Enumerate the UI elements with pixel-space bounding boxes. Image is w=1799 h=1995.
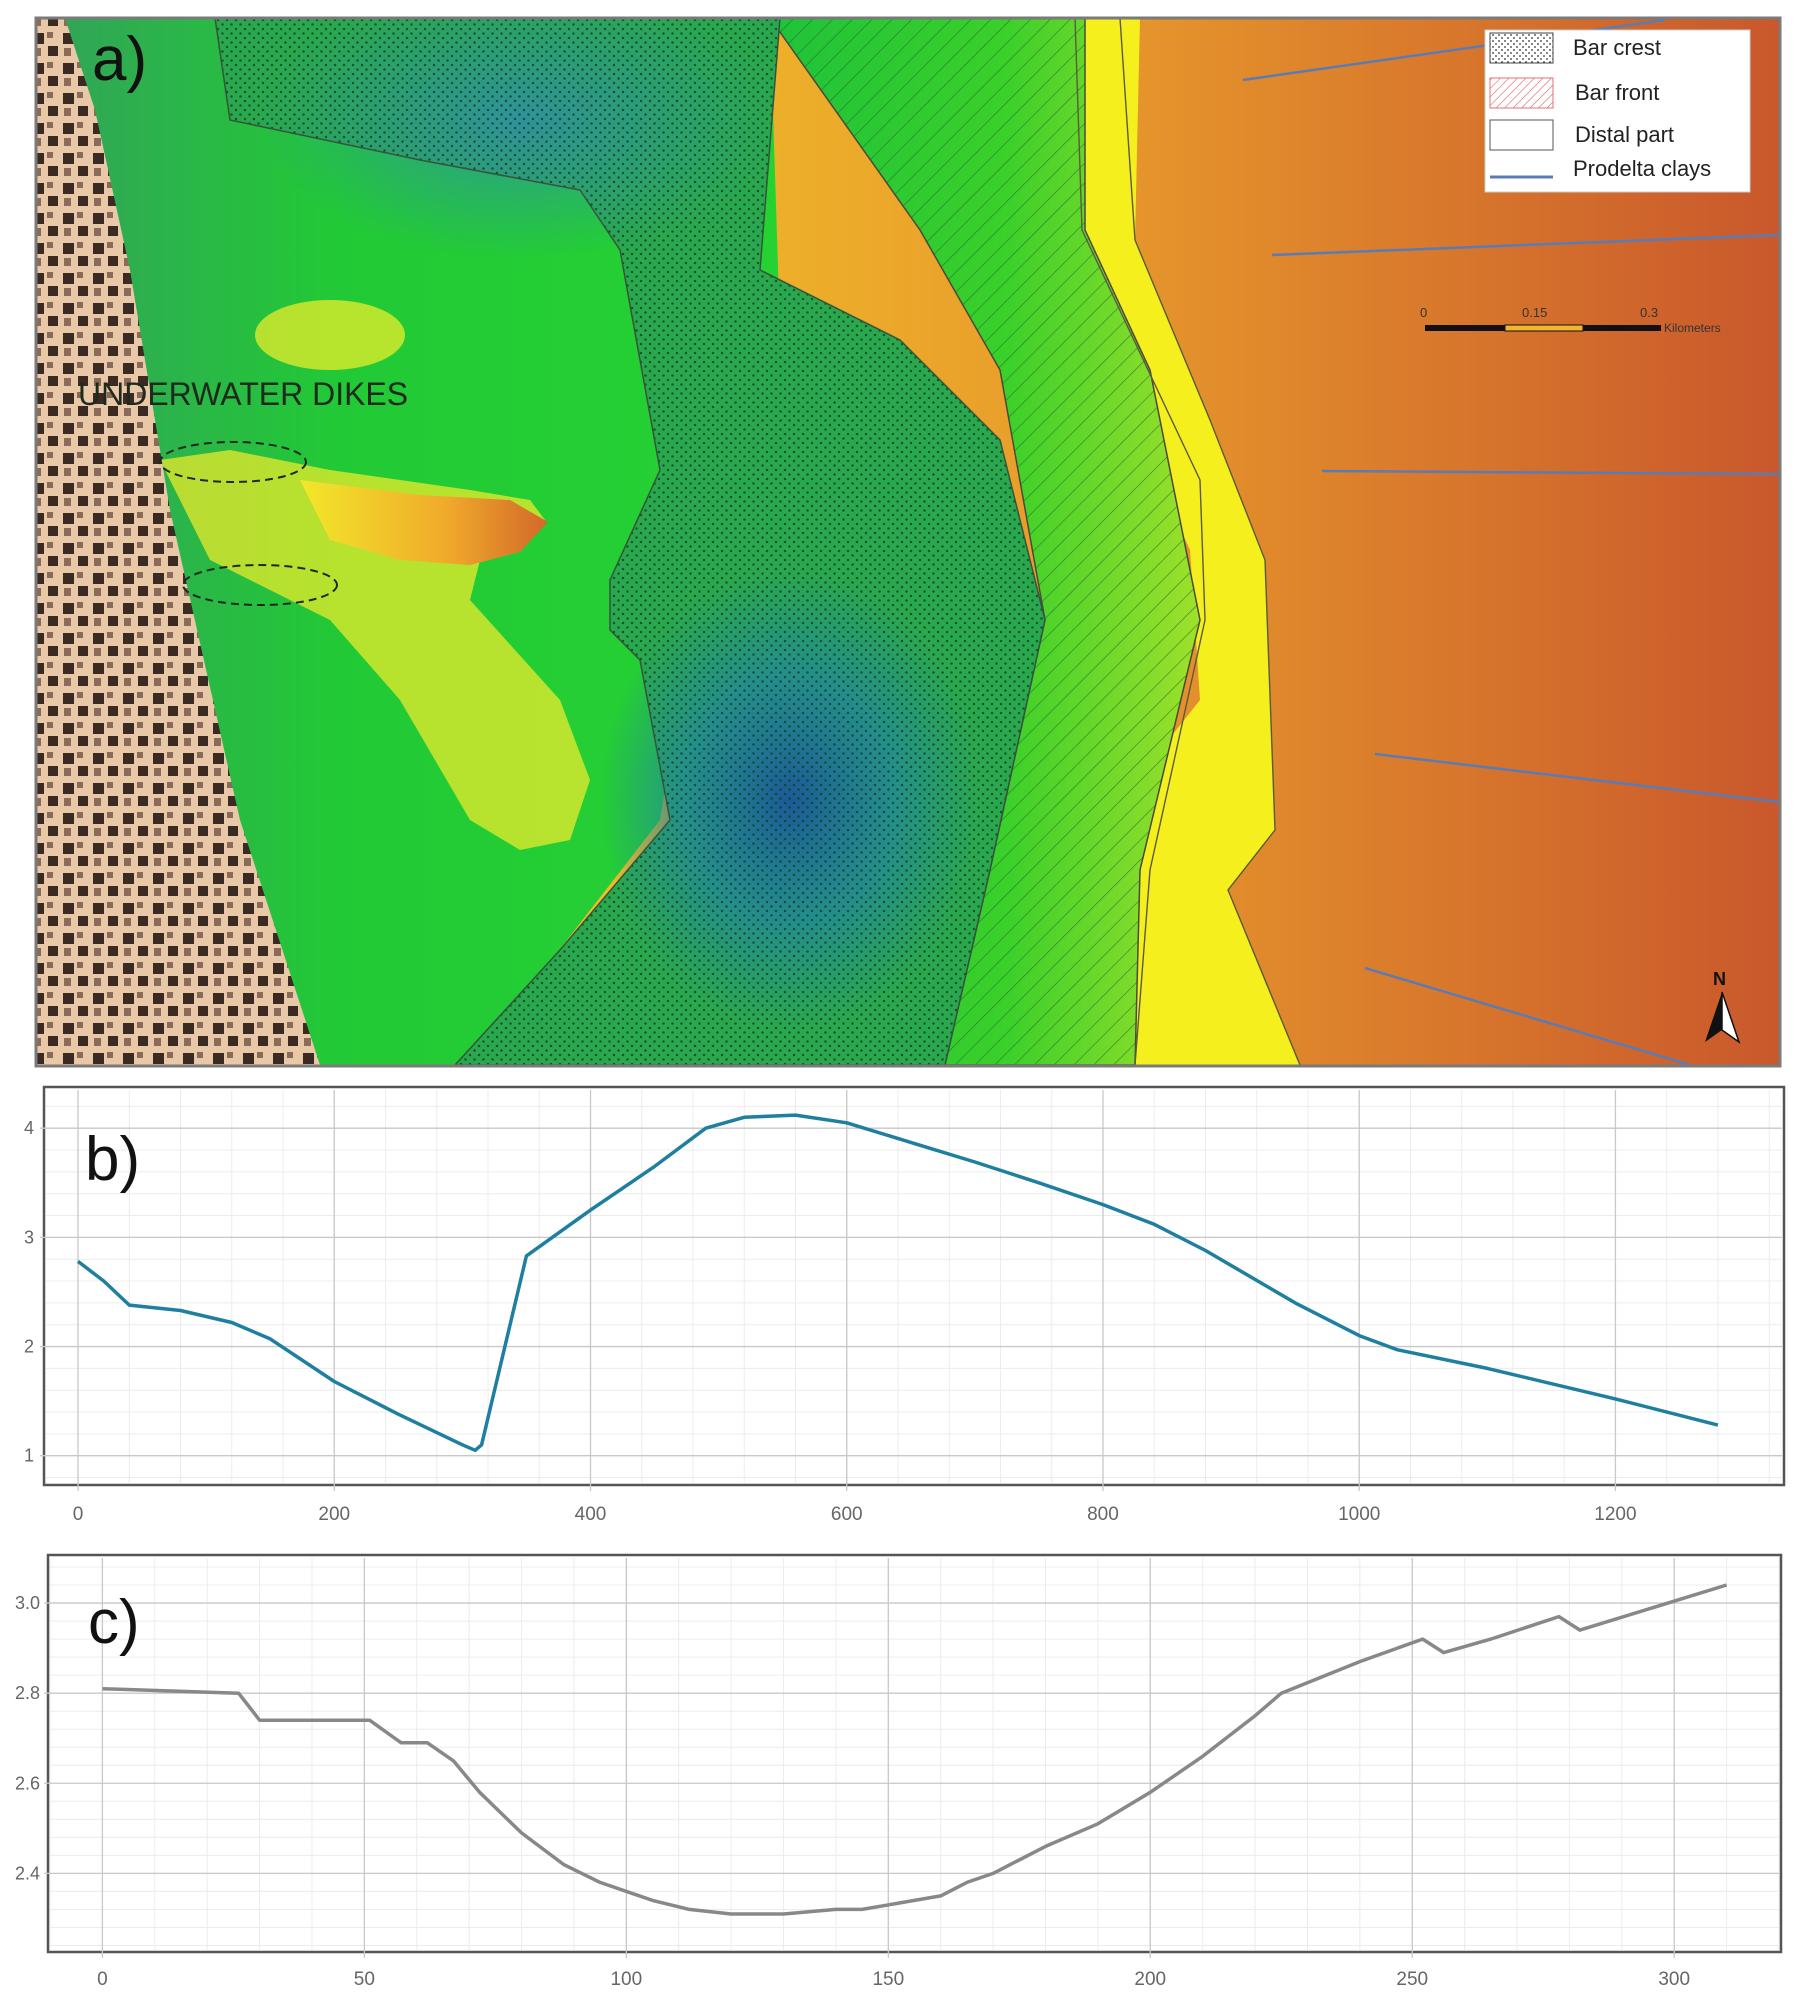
scale-tick-label: 0 <box>1420 305 1427 320</box>
x-tick-label: 150 <box>872 1969 904 1990</box>
x-tick-label: 1200 <box>1594 1504 1636 1525</box>
panel-a-bathymetry-map: UNDERWATER DIKES a) Bar crest Bar front … <box>37 18 1779 1065</box>
scale-bar-segment <box>1425 325 1505 331</box>
panel-b-x-ticks: 0 200 400 600 800 1000 1200 <box>73 1504 1637 1525</box>
coastal-town <box>37 18 320 1065</box>
panel-b-major-grid <box>40 1090 1782 1491</box>
panel-b-profile-chart: 1 2 3 4 0 200 400 600 800 1000 1200 b) <box>24 1085 1786 1525</box>
legend-label-distal-part: Distal part <box>1575 122 1674 147</box>
contour-line <box>1074 18 1206 1065</box>
contour-line <box>1119 18 1301 1065</box>
map-legend: Bar crest Bar front Distal part Prodelta… <box>1484 29 1751 193</box>
legend-swatch-distal-part <box>1489 119 1554 151</box>
x-tick-label: 400 <box>575 1504 607 1525</box>
x-tick-label: 200 <box>318 1504 350 1525</box>
north-arrow: N <box>1705 969 1741 1044</box>
scale-bar: 0 0.15 0.3 Kilometers <box>1420 305 1721 335</box>
bar-crest-dots <box>214 18 1046 1065</box>
prodelta-line <box>1271 233 1779 257</box>
scale-tick-label: 0.15 <box>1522 305 1547 320</box>
x-tick-label: 300 <box>1658 1969 1690 1990</box>
scale-bar-segment <box>1583 325 1661 331</box>
x-tick-label: 0 <box>97 1969 108 1990</box>
y-tick-label: 4 <box>24 1118 34 1138</box>
prodelta-line <box>1364 966 1691 1065</box>
dike-bar <box>300 480 548 565</box>
scale-unit-label: Kilometers <box>1664 321 1721 335</box>
x-tick-label: 50 <box>354 1969 375 1990</box>
legend-swatch-bar-crest <box>1489 32 1554 64</box>
x-tick-label: 0 <box>73 1504 84 1525</box>
north-arrow-label: N <box>1713 969 1726 989</box>
x-tick-label: 800 <box>1087 1504 1119 1525</box>
scale-bar-segment <box>1504 324 1584 332</box>
panel-b-y-ticks: 1 2 3 4 <box>24 1118 34 1466</box>
x-tick-label: 200 <box>1134 1969 1166 1990</box>
y-tick-label: 3 <box>24 1227 34 1247</box>
x-tick-label: 100 <box>610 1969 642 1990</box>
panel-c-label: c) <box>88 1588 140 1657</box>
panel-b-frame <box>42 1085 1786 1487</box>
panel-a-frame <box>34 16 1782 1068</box>
legend-label-prodelta-clays: Prodelta clays <box>1573 156 1711 181</box>
underwater-dike-marker <box>159 441 307 483</box>
panel-b-label: b) <box>85 1125 140 1194</box>
y-tick-label: 2.8 <box>15 1683 40 1703</box>
bar-front-hatch <box>769 18 1201 1065</box>
panel-c-x-ticks: 0 50 100 150 200 250 300 <box>97 1969 1690 1990</box>
panel-c-profile-chart: 2.4 2.6 2.8 3.0 0 50 100 150 200 250 300 c) <box>15 1553 1783 1990</box>
x-tick-label: 1000 <box>1338 1504 1380 1525</box>
north-arrow-left <box>1705 992 1722 1042</box>
legend-label-bar-front: Bar front <box>1575 80 1659 105</box>
y-tick-label: 2 <box>24 1337 34 1357</box>
x-tick-label: 250 <box>1396 1969 1428 1990</box>
y-tick-label: 2.4 <box>15 1863 40 1883</box>
panel-c-series-line <box>102 1583 1728 1916</box>
north-arrow-right <box>1721 991 1741 1044</box>
underwater-dike-marker <box>182 564 338 606</box>
panel-a-label: a) <box>92 25 147 94</box>
panel-b-series-line <box>76 1113 1719 1453</box>
legend-label-bar-crest: Bar crest <box>1573 35 1661 60</box>
prodelta-line <box>1321 469 1779 476</box>
panel-c-y-ticks: 2.4 2.6 2.8 3.0 <box>15 1593 40 1883</box>
x-tick-label: 600 <box>831 1504 863 1525</box>
y-tick-label: 2.6 <box>15 1773 40 1793</box>
y-tick-label: 3.0 <box>15 1593 40 1613</box>
underwater-dikes-label: UNDERWATER DIKES <box>78 376 408 412</box>
y-tick-label: 1 <box>24 1446 34 1466</box>
legend-swatch-bar-front <box>1489 77 1554 109</box>
panel-c-frame <box>46 1553 1783 1954</box>
scale-tick-label: 0.3 <box>1640 305 1658 320</box>
dike-shoal-north <box>255 300 405 370</box>
prodelta-line <box>1374 752 1779 804</box>
